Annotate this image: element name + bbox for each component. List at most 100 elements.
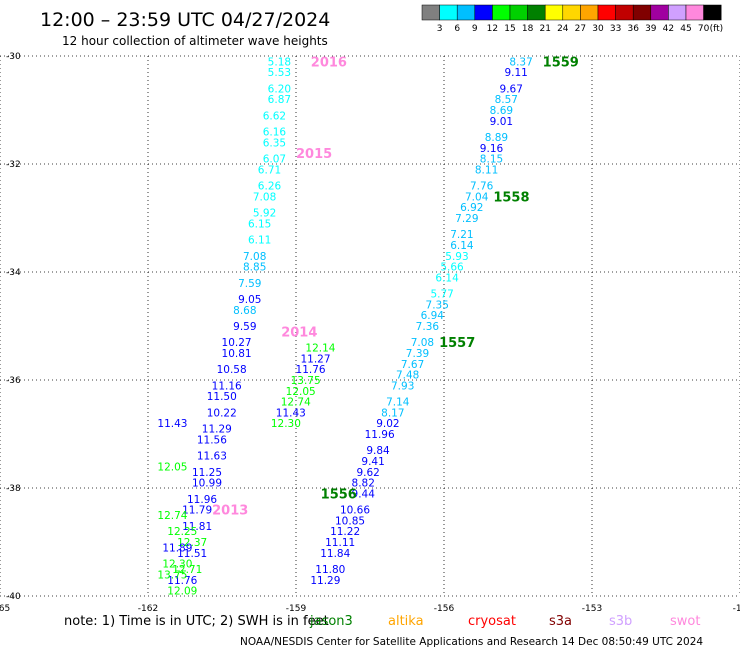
grid-lines — [0, 55, 740, 597]
footnote: note: 1) Time is in UTC; 2) SWH is in fe… — [64, 614, 329, 629]
pass-number-label: 2015 — [296, 147, 332, 162]
wave-height-label: 9.62 — [356, 467, 379, 479]
wave-height-label: 7.59 — [238, 278, 261, 290]
wave-height-label: 8.15 — [480, 154, 503, 166]
wave-height-label: 7.14 — [386, 397, 410, 409]
wave-height-label: 9.67 — [500, 83, 523, 95]
wave-height-label: 6.07 — [263, 154, 286, 166]
colorbar-swatch — [544, 4, 564, 21]
wave-height-label: 8.69 — [490, 105, 513, 117]
wave-height-label: 5.93 — [445, 251, 468, 263]
wave-height-label: 6.62 — [263, 110, 286, 122]
wave-height-label: 7.08 — [253, 191, 276, 203]
colorbar-tick-label: 12 — [487, 24, 498, 34]
wave-height-label: 8.89 — [485, 132, 508, 144]
wave-height-label: 12.14 — [305, 343, 335, 355]
wave-height-label: 11.29 — [202, 424, 232, 436]
x-tick-label: -15 — [733, 604, 740, 614]
wave-height-label: 8.17 — [381, 407, 404, 419]
wave-height-label: 12.05 — [286, 386, 316, 398]
wave-height-label: 8.37 — [509, 56, 532, 68]
colorbar-swatch — [527, 4, 546, 21]
y-tick-label: -36 — [6, 376, 21, 386]
pass-number-label: 2016 — [311, 55, 347, 70]
colorbar-tick-label: 24 — [557, 24, 569, 34]
colorbar-swatch — [580, 4, 599, 21]
colorbar-unit: (ft) — [710, 24, 724, 34]
satellite-legend: jason3 altika cryosat s3a s3b swot — [309, 614, 700, 629]
wave-height-label: 7.67 — [401, 359, 424, 371]
wave-height-label: 8.57 — [495, 94, 518, 106]
wave-height-label: 7.35 — [426, 299, 449, 311]
wave-height-label: 6.71 — [258, 164, 281, 176]
colorbar-tick-label: 39 — [645, 24, 657, 34]
wave-height-label: 7.04 — [465, 191, 489, 203]
wave-height-label: 12.30 — [271, 418, 301, 430]
wave-height-label: 11.43 — [276, 407, 306, 419]
colorbar-tick-label: 33 — [610, 24, 621, 34]
wave-height-label: 6.94 — [421, 310, 445, 322]
wave-height-label: 13.75 — [291, 375, 321, 387]
wave-height-label: 7.21 — [450, 229, 473, 241]
wave-height-label: 10.27 — [222, 337, 252, 349]
wave-height-label: 5.53 — [268, 67, 291, 79]
colorbar-swatch — [703, 4, 722, 21]
y-tick-label: -40 — [6, 592, 21, 602]
colorbar-tick-label: 27 — [575, 24, 586, 34]
wave-height-label: 10.58 — [217, 364, 247, 376]
wave-height-label: 6.92 — [460, 202, 483, 214]
y-tick-label: -32 — [6, 160, 21, 170]
wave-height-label: 12.30 — [162, 559, 192, 571]
x-tick-label: -153 — [582, 604, 602, 614]
colorbar-swatch — [632, 4, 652, 21]
wave-height-label: 7.29 — [455, 213, 478, 225]
wave-height-label: 5.18 — [268, 56, 291, 68]
wave-height-label: 12.09 — [167, 586, 197, 598]
wave-height-label: 10.85 — [335, 515, 365, 527]
wave-height-label: 8.82 — [352, 478, 375, 490]
wave-height-label: 6.15 — [248, 218, 271, 230]
wave-height-label: 10.22 — [207, 407, 237, 419]
pass-number-label: 1557 — [439, 336, 475, 351]
pass-labels: 2016 2015 2014 2013 1559 1558 1557 1556 — [212, 55, 579, 518]
colorbar-tick-label: 30 — [592, 24, 604, 34]
colorbar-swatch — [492, 4, 511, 21]
wave-height-label: 6.16 — [263, 127, 287, 139]
colorbar-tick-label: 21 — [539, 24, 550, 34]
wave-height-label: 12.74 — [157, 510, 187, 522]
wave-height-label: 8.68 — [233, 305, 256, 317]
satellite-legend-item: cryosat — [468, 614, 516, 629]
x-tick-label: -162 — [138, 604, 158, 614]
colorbar-swatch — [685, 4, 704, 21]
wave-height-label: 11.81 — [182, 521, 212, 533]
colorbar-swatch — [456, 4, 476, 21]
wave-height-label: 12.37 — [177, 537, 207, 549]
pass-number-label: 2014 — [281, 325, 317, 340]
wave-height-label: 9.11 — [504, 67, 527, 79]
wave-height-label: 5.66 — [440, 262, 464, 274]
colorbar-tick-label: 42 — [663, 24, 674, 34]
pass-number-label: 1556 — [321, 487, 357, 502]
wave-height-label: 6.14 — [435, 272, 459, 284]
colorbar-swatch — [439, 4, 458, 21]
credit-line: NOAA/NESDIS Center for Satellite Applica… — [240, 636, 703, 648]
wave-height-label: 11.96 — [187, 494, 217, 506]
wave-height-label: 12.05 — [157, 461, 187, 473]
wave-height-points: 5.185.53 6.206.87 6.62 6.166.35 6.076.71 6.26… — [157, 56, 532, 597]
colorbar-swatch — [615, 4, 634, 21]
colorbar-swatch — [650, 4, 669, 21]
wave-height-label: 9.44 — [352, 488, 376, 500]
wave-height-label: 9.59 — [233, 321, 256, 333]
colorbar-tick-label: 18 — [522, 24, 534, 34]
pass-number-label: 1559 — [543, 55, 579, 70]
satellite-legend-item: s3b — [609, 614, 632, 629]
wave-height-label: 7.08 — [411, 337, 434, 349]
satellite-legend-item: jason3 — [309, 614, 353, 629]
wave-height-label: 10.99 — [192, 478, 222, 490]
wave-height-label: 12.74 — [281, 397, 311, 409]
wave-height-label: 9.16 — [480, 143, 504, 155]
colorbar-legend: 3 6 9 12 15 18 21 24 27 30 33 36 39 42 45 70 (ft) — [421, 4, 724, 34]
wave-height-label: 11.76 — [296, 364, 326, 376]
wave-height-label: 7.39 — [406, 348, 429, 360]
wave-height-label: 5.77 — [430, 289, 453, 301]
